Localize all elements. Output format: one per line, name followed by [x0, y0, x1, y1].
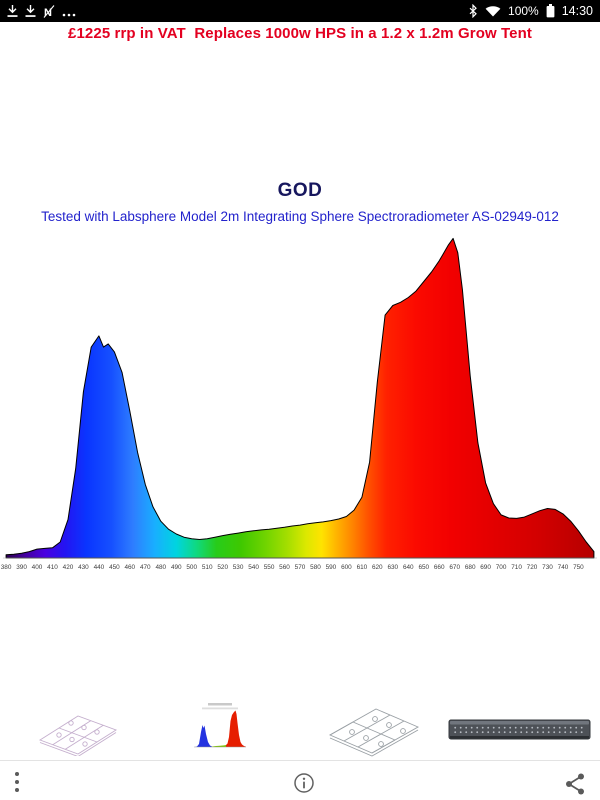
svg-text:470: 470	[140, 564, 151, 571]
svg-text:550: 550	[264, 564, 275, 571]
svg-text:610: 610	[357, 564, 368, 571]
spectrum-area	[5, 237, 595, 559]
svg-text:710: 710	[511, 564, 522, 571]
svg-text:490: 490	[171, 564, 182, 571]
svg-text:700: 700	[496, 564, 507, 571]
svg-text:410: 410	[47, 564, 58, 571]
svg-text:540: 540	[248, 564, 259, 571]
svg-text:630: 630	[387, 564, 398, 571]
svg-text:520: 520	[217, 564, 228, 571]
svg-text:500: 500	[186, 564, 197, 571]
svg-text:590: 590	[326, 564, 337, 571]
nfc-icon: N	[43, 4, 55, 18]
svg-text:420: 420	[63, 564, 74, 571]
svg-text:720: 720	[527, 564, 538, 571]
more-options-icon	[15, 772, 19, 792]
svg-text:450: 450	[109, 564, 120, 571]
led-board-wireframe-2[interactable]	[326, 699, 422, 757]
overflow-dots-icon	[62, 13, 76, 16]
svg-text:650: 650	[418, 564, 429, 571]
svg-text:660: 660	[434, 564, 445, 571]
svg-text:440: 440	[94, 564, 105, 571]
svg-text:640: 640	[403, 564, 414, 571]
status-bar: N 100% 14:30	[0, 0, 600, 22]
led-bar-fixture-photo[interactable]	[447, 712, 593, 748]
svg-text:430: 430	[78, 564, 89, 571]
svg-text:580: 580	[310, 564, 321, 571]
chart-title: GOD	[277, 180, 323, 201]
svg-text:560: 560	[279, 564, 290, 571]
svg-text:750: 750	[573, 564, 584, 571]
svg-text:510: 510	[202, 564, 213, 571]
svg-text:690: 690	[480, 564, 491, 571]
svg-text:390: 390	[16, 564, 27, 571]
svg-text:570: 570	[295, 564, 306, 571]
svg-text:380: 380	[1, 564, 12, 571]
download-icon	[25, 4, 36, 17]
share-icon	[566, 773, 584, 795]
battery-percent-label: 100%	[508, 4, 539, 18]
battery-icon	[546, 4, 555, 18]
svg-text:480: 480	[155, 564, 166, 571]
price-caption: £1225 rrp in VAT Replaces 1000w HPS in a…	[68, 25, 532, 42]
svg-text:670: 670	[449, 564, 460, 571]
share-button[interactable]	[560, 768, 590, 800]
bluetooth-icon	[469, 4, 477, 18]
more-options-button[interactable]	[10, 767, 24, 800]
svg-text:400: 400	[32, 564, 43, 571]
clock-label: 14:30	[561, 4, 593, 18]
mini-spectrum-chart[interactable]	[192, 701, 248, 751]
svg-text:530: 530	[233, 564, 244, 571]
download-icon	[7, 4, 18, 17]
x-axis-tick-labels: 380 390 400 410 420 430 440 450 460 470 480 490 500 5…	[1, 564, 584, 571]
info-button[interactable]	[289, 768, 319, 800]
status-bar-right-icons: 100% 14:30	[468, 4, 593, 18]
svg-text:460: 460	[124, 564, 135, 571]
svg-text:600: 600	[341, 564, 352, 571]
led-board-wireframe-1[interactable]	[34, 708, 122, 756]
status-bar-left-icons: N	[7, 4, 76, 18]
bottom-toolbar	[0, 760, 600, 800]
wifi-icon	[485, 6, 501, 17]
svg-text:740: 740	[558, 564, 569, 571]
info-icon	[294, 773, 314, 793]
svg-text:730: 730	[542, 564, 553, 571]
svg-text:680: 680	[465, 564, 476, 571]
spectrum-chart: 380 390 400 410 420 430 440 450 460 470 480 490 500 5…	[1, 237, 597, 571]
svg-text:620: 620	[372, 564, 383, 571]
chart-subtitle: Tested with Labsphere Model 2m Integrati…	[41, 209, 559, 224]
